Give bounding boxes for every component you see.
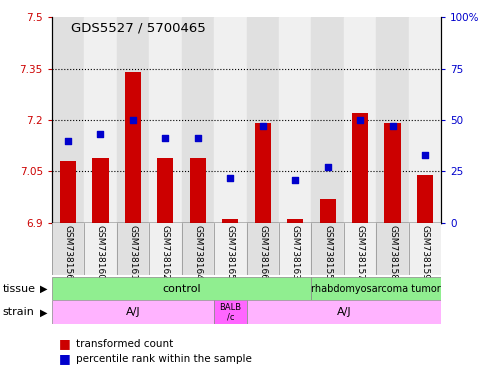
Bar — [352, 113, 368, 223]
Text: ▶: ▶ — [40, 284, 48, 294]
Text: GSM738164: GSM738164 — [193, 225, 202, 280]
Text: GSM738162: GSM738162 — [161, 225, 170, 280]
Text: ■: ■ — [59, 353, 71, 366]
FancyBboxPatch shape — [52, 277, 312, 300]
Bar — [181, 17, 214, 223]
FancyBboxPatch shape — [52, 300, 214, 324]
Bar — [344, 17, 376, 223]
Point — [161, 136, 169, 142]
Text: transformed count: transformed count — [76, 339, 174, 349]
Bar — [246, 223, 279, 275]
Text: control: control — [162, 284, 201, 294]
Text: GSM738166: GSM738166 — [258, 225, 267, 280]
Text: GSM738160: GSM738160 — [96, 225, 105, 280]
Point — [97, 131, 105, 137]
Text: ■: ■ — [59, 337, 71, 350]
Bar — [92, 158, 108, 223]
Text: GSM738155: GSM738155 — [323, 225, 332, 280]
Bar — [125, 72, 141, 223]
Point — [194, 136, 202, 142]
Bar — [409, 17, 441, 223]
Text: BALB
/c: BALB /c — [219, 303, 242, 321]
FancyBboxPatch shape — [312, 277, 441, 300]
Text: tissue: tissue — [2, 284, 35, 294]
Bar — [149, 223, 181, 275]
Text: A/J: A/J — [126, 307, 140, 318]
Bar — [246, 17, 279, 223]
Bar — [279, 17, 312, 223]
Point — [291, 177, 299, 183]
Bar — [376, 223, 409, 275]
Text: A/J: A/J — [337, 307, 351, 318]
Text: strain: strain — [2, 307, 35, 318]
Text: GSM738159: GSM738159 — [421, 225, 429, 280]
FancyBboxPatch shape — [214, 300, 246, 324]
Point — [388, 123, 396, 129]
Point — [226, 174, 234, 180]
Text: ▶: ▶ — [40, 307, 48, 318]
FancyBboxPatch shape — [246, 300, 441, 324]
Bar — [287, 219, 303, 223]
Text: GDS5527 / 5700465: GDS5527 / 5700465 — [71, 21, 206, 34]
Bar — [312, 17, 344, 223]
Bar — [319, 199, 336, 223]
Bar — [279, 223, 312, 275]
Bar — [117, 223, 149, 275]
Bar — [312, 223, 344, 275]
Text: GSM738158: GSM738158 — [388, 225, 397, 280]
Point — [421, 152, 429, 158]
Point — [129, 117, 137, 123]
Bar — [376, 17, 409, 223]
Bar — [222, 219, 239, 223]
Point — [324, 164, 332, 170]
Text: rhabdomyosarcoma tumor: rhabdomyosarcoma tumor — [312, 284, 441, 294]
Bar — [52, 223, 84, 275]
Bar — [190, 158, 206, 223]
Bar — [417, 175, 433, 223]
Bar — [84, 17, 117, 223]
Point — [64, 137, 72, 144]
Point — [259, 123, 267, 129]
Bar — [409, 223, 441, 275]
Text: GSM738163: GSM738163 — [291, 225, 300, 280]
Bar — [385, 123, 401, 223]
Bar — [84, 223, 117, 275]
Bar — [149, 17, 181, 223]
Bar — [117, 17, 149, 223]
Point — [356, 117, 364, 123]
Text: GSM738156: GSM738156 — [64, 225, 72, 280]
Bar — [157, 158, 174, 223]
Bar — [52, 17, 84, 223]
Text: percentile rank within the sample: percentile rank within the sample — [76, 354, 252, 364]
Bar — [214, 223, 246, 275]
Bar — [60, 161, 76, 223]
Bar — [344, 223, 376, 275]
Text: GSM738157: GSM738157 — [355, 225, 365, 280]
Text: GSM738165: GSM738165 — [226, 225, 235, 280]
Bar — [254, 123, 271, 223]
Text: GSM738161: GSM738161 — [128, 225, 138, 280]
Bar — [214, 17, 246, 223]
Bar — [181, 223, 214, 275]
